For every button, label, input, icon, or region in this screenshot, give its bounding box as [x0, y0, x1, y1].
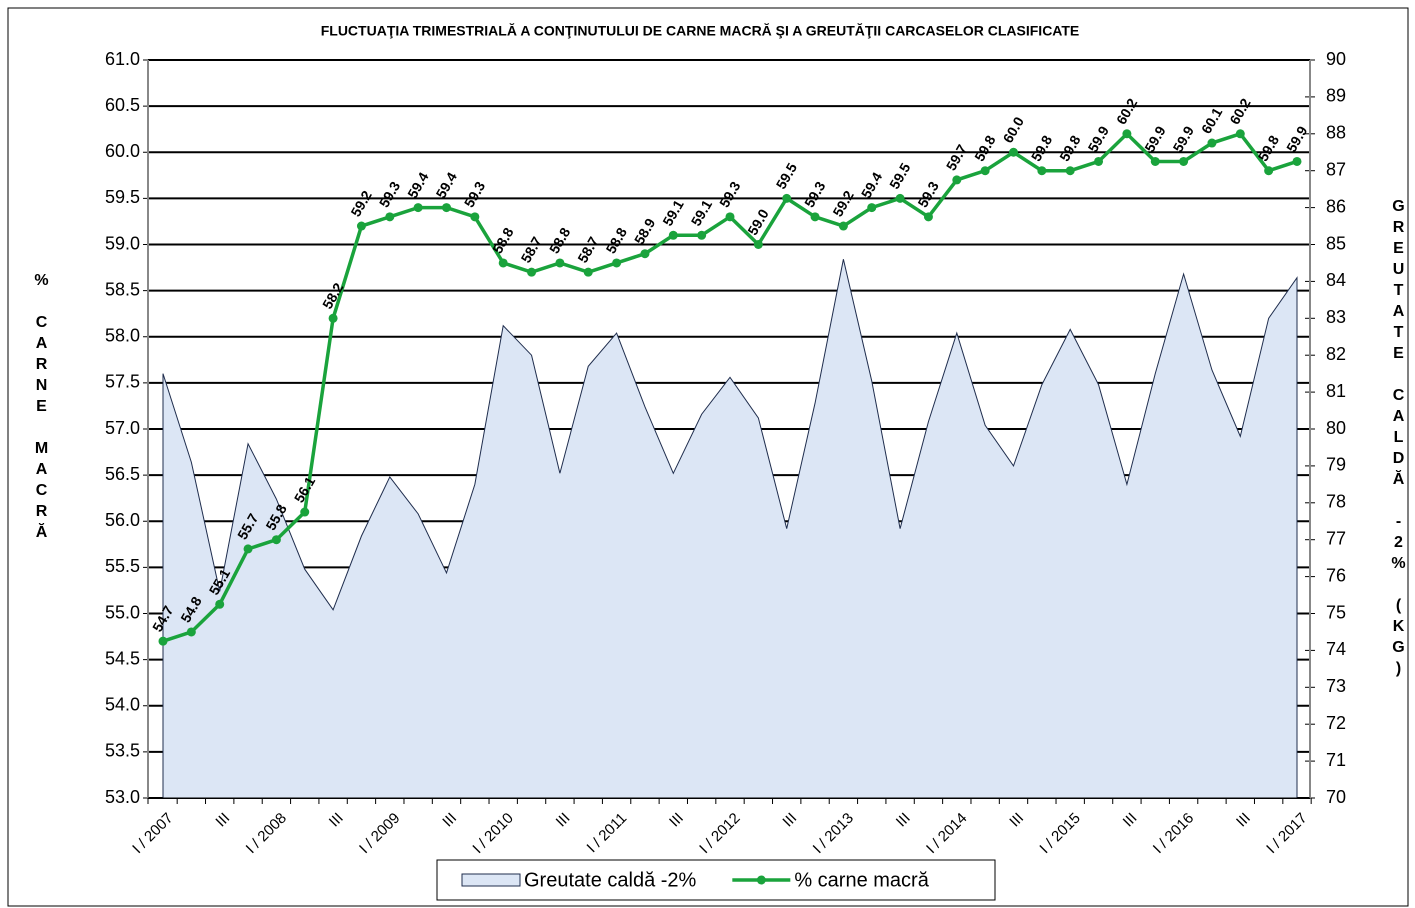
- marker: [1207, 138, 1217, 148]
- marker: [243, 544, 253, 554]
- y2-tick-label: 72: [1326, 713, 1346, 733]
- marker: [300, 507, 310, 517]
- legend-swatch: [461, 873, 521, 887]
- marker: [1292, 156, 1302, 166]
- marker: [186, 627, 196, 637]
- area: [162, 259, 1298, 799]
- marker: [498, 258, 508, 268]
- y2-tick-label: 90: [1326, 49, 1346, 69]
- marker: [725, 212, 735, 222]
- marker: [1179, 156, 1189, 166]
- y-tick-label: 56.5: [105, 464, 140, 484]
- y2-axis-label: GREUTATE CALDĂ -2% (KG): [1390, 198, 1407, 681]
- marker: [640, 249, 650, 259]
- marker: [328, 313, 338, 323]
- marker: [867, 203, 877, 213]
- y2-tick-label: 74: [1326, 639, 1346, 659]
- legend-label: % carne macră: [794, 869, 929, 891]
- marker: [810, 212, 820, 222]
- marker: [1122, 129, 1132, 139]
- marker: [442, 203, 451, 213]
- y2-tick-label: 82: [1326, 344, 1346, 364]
- y2-tick-label: 88: [1326, 123, 1346, 143]
- marker: [980, 166, 990, 176]
- marker: [1037, 166, 1047, 176]
- marker: [1094, 156, 1104, 166]
- marker: [413, 203, 423, 213]
- marker: [385, 212, 395, 222]
- marker: [583, 267, 593, 277]
- marker: [215, 599, 225, 609]
- y-tick-label: 58.5: [105, 279, 140, 299]
- marker: [1264, 166, 1274, 176]
- y2-tick-label: 71: [1326, 750, 1346, 770]
- y-tick-label: 54.5: [105, 648, 140, 668]
- marker: [1065, 166, 1075, 176]
- marker: [838, 221, 848, 231]
- chart-title: FLUCTUAŢIA TRIMESTRIALĂ A CONŢINUTULUI D…: [321, 23, 1080, 39]
- legend-label: Greutate caldă -2%: [524, 869, 697, 891]
- y2-tick-label: 86: [1326, 196, 1346, 216]
- marker: [782, 193, 792, 203]
- y2-tick-label: 84: [1326, 270, 1346, 290]
- y-tick-label: 60.5: [105, 95, 140, 115]
- marker: [923, 212, 933, 222]
- marker: [1150, 156, 1160, 166]
- y2-tick-label: 83: [1326, 307, 1346, 327]
- y2-tick-label: 70: [1326, 787, 1346, 807]
- y2-tick-label: 78: [1326, 492, 1346, 512]
- marker: [356, 221, 366, 231]
- y2-tick-label: 76: [1326, 565, 1346, 585]
- y-tick-label: 61.0: [105, 49, 140, 69]
- y-tick-label: 59.0: [105, 233, 140, 253]
- y2-tick-label: 75: [1326, 602, 1346, 622]
- marker: [1235, 129, 1245, 139]
- y2-tick-label: 80: [1326, 418, 1346, 438]
- y-tick-label: 59.5: [105, 187, 140, 207]
- marker: [527, 267, 537, 277]
- marker: [612, 258, 622, 268]
- marker: [158, 636, 168, 646]
- y2-tick-label: 81: [1326, 381, 1346, 401]
- y2-tick-label: 89: [1326, 86, 1346, 106]
- marker: [952, 175, 962, 185]
- y2-tick-label: 87: [1326, 159, 1346, 179]
- legend-box: [436, 859, 996, 901]
- marker: [555, 258, 565, 268]
- y-tick-label: 55.5: [105, 556, 140, 576]
- y-tick-label: 54.0: [105, 695, 140, 715]
- y-tick-label: 58.0: [105, 326, 140, 346]
- marker: [470, 212, 480, 222]
- y-tick-label: 60.0: [105, 141, 140, 161]
- y2-tick-label: 77: [1326, 528, 1346, 548]
- marker: [1009, 147, 1018, 157]
- marker: [271, 535, 281, 545]
- y-tick-label: 53.0: [105, 787, 140, 807]
- y2-tick-label: 85: [1326, 233, 1346, 253]
- y-tick-label: 57.0: [105, 418, 140, 438]
- marker: [668, 230, 678, 240]
- y-tick-label: 55.0: [105, 602, 140, 622]
- marker: [895, 193, 905, 203]
- y2-tick-label: 73: [1326, 676, 1346, 696]
- y-tick-label: 53.5: [105, 741, 140, 761]
- y-tick-label: 57.5: [105, 372, 140, 392]
- marker: [697, 230, 707, 240]
- y-axis-label: % CARNE MACRĂ: [33, 272, 50, 545]
- legend-marker: [756, 875, 766, 885]
- y2-tick-label: 79: [1326, 455, 1346, 475]
- marker: [753, 240, 763, 249]
- y-tick-label: 56.0: [105, 510, 140, 530]
